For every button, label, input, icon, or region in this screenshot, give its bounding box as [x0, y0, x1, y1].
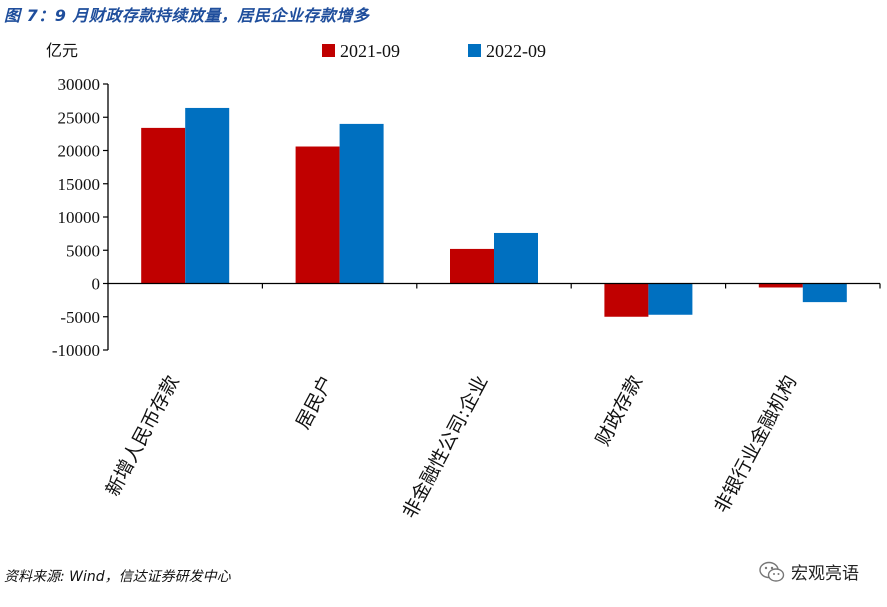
source-note: 资料来源: Wind，信达证券研发中心	[4, 569, 231, 585]
bar-2021-09-1	[141, 127, 186, 284]
bar-2022-09-4	[648, 283, 693, 315]
y-axis: 30000 25000 20000 15000 10000 5000 0 -5000 -1000…	[52, 75, 109, 360]
y-tick-label: 25000	[58, 108, 101, 127]
bar-2022-09-5	[802, 283, 847, 303]
bar-2022-09-2	[339, 123, 384, 284]
legend-swatch-2022-09	[468, 44, 481, 57]
y-tick-label: 15000	[58, 175, 101, 194]
category-label: 新增人民币存款	[102, 372, 184, 500]
y-axis-unit-label: 亿元	[46, 41, 78, 60]
wechat-icon	[759, 561, 785, 582]
bar-2021-09-2	[295, 146, 340, 284]
legend-label-2022-09: 2022-09	[486, 41, 546, 61]
watermark: 宏观亮语	[759, 559, 859, 584]
category-label: 非银行业金融机构	[710, 372, 801, 517]
bar-2021-09-3	[450, 248, 494, 284]
category-labels: 新增人民币存款 居民户 非金融性公司:企业 财政存款 非银行业金融机构	[102, 372, 801, 522]
category-label: 财政存款	[592, 372, 647, 449]
legend: 2021-09 2022-09	[322, 41, 546, 61]
y-tick-label: 30000	[58, 75, 101, 94]
y-tick-label: 20000	[58, 142, 101, 161]
y-tick-label: 0	[92, 275, 101, 294]
bars	[141, 107, 847, 317]
y-tick-label: -5000	[60, 308, 100, 327]
y-tick-label: 10000	[58, 208, 101, 227]
category-label: 非金融性公司:企业	[399, 372, 493, 522]
bar-2021-09-4	[604, 283, 649, 317]
category-label: 居民户	[292, 372, 338, 433]
legend-swatch-2021-09	[322, 44, 335, 57]
x-axis	[108, 282, 881, 289]
y-tick-label: -10000	[52, 341, 100, 360]
bar-2022-09-3	[494, 232, 538, 284]
legend-label-2021-09: 2021-09	[340, 41, 400, 61]
y-tick-label: 5000	[66, 241, 100, 260]
bar-2021-09-5	[758, 283, 803, 288]
chart-title: 图 7：9 月财政存款持续放量，居民企业存款增多	[4, 6, 370, 25]
bar-2022-09-1	[185, 107, 230, 284]
watermark-text: 宏观亮语	[791, 564, 859, 584]
